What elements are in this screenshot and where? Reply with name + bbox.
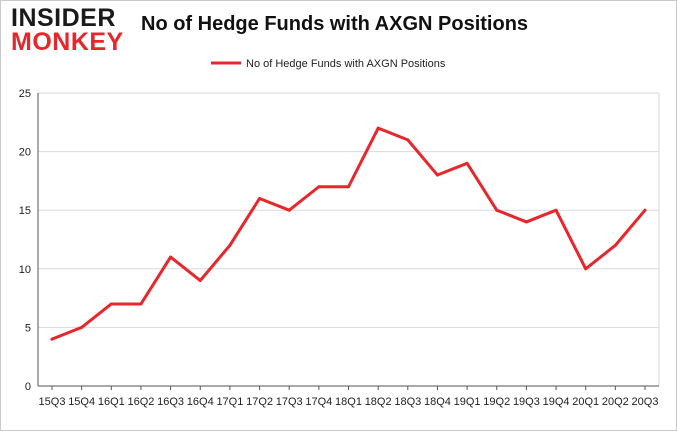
y-tick-label: 25: [19, 88, 31, 100]
data-point: [495, 208, 499, 212]
x-tick-label: 18Q2: [365, 396, 392, 408]
data-point: [584, 267, 588, 271]
data-point: [347, 185, 350, 189]
data-point: [406, 138, 410, 142]
x-tick-label: 18Q4: [424, 396, 451, 408]
data-point: [435, 173, 439, 177]
x-tick-label: 20Q1: [572, 396, 599, 408]
data-point: [139, 302, 143, 306]
data-point: [643, 208, 647, 212]
y-tick-label: 5: [25, 322, 31, 334]
data-point: [169, 255, 173, 259]
x-tick-label: 16Q4: [187, 396, 214, 408]
x-tick-label: 18Q1: [335, 396, 362, 408]
legend-label: No of Hedge Funds with AXGN Positions: [246, 58, 446, 70]
data-point: [50, 337, 54, 341]
data-point: [376, 126, 380, 130]
x-tick-label: 19Q1: [454, 396, 481, 408]
insider-monkey-logo: INSIDER MONKEY: [11, 5, 129, 55]
x-tick-label: 19Q3: [513, 396, 540, 408]
legend: No of Hedge Funds with AXGN Positions: [211, 58, 446, 70]
x-tick-label: 16Q3: [157, 396, 184, 408]
data-point: [524, 220, 528, 224]
y-tick-label: 15: [19, 205, 31, 217]
data-point: [317, 185, 321, 189]
chart-title: No of Hedge Funds with AXGN Positions: [141, 13, 529, 35]
data-point: [228, 243, 232, 247]
x-tick-label: 17Q4: [305, 396, 332, 408]
x-tick-label: 15Q3: [39, 396, 66, 408]
grid-layer: [38, 92, 660, 386]
data-point: [287, 208, 291, 212]
y-tick-label: 0: [25, 381, 31, 393]
x-tick-label: 17Q2: [246, 396, 273, 408]
x-tick-label: 19Q2: [483, 396, 510, 408]
data-point: [613, 243, 617, 247]
x-tick-label: 19Q4: [543, 396, 570, 408]
data-point: [109, 302, 113, 306]
x-tick-label: 17Q3: [276, 396, 303, 408]
data-point: [80, 325, 84, 329]
data-point: [198, 279, 202, 283]
y-tick-label: 10: [19, 264, 31, 276]
x-tick-label: 17Q1: [216, 396, 243, 408]
y-tick-label: 20: [19, 147, 31, 159]
data-point: [554, 208, 558, 212]
series-layer: [50, 126, 647, 341]
data-point: [258, 196, 262, 200]
x-tick-label: 15Q4: [68, 396, 95, 408]
x-tick-label: 16Q1: [98, 396, 125, 408]
series-line-0: [50, 126, 647, 341]
logo-line-2: MONKEY: [11, 28, 124, 56]
logo-line-1: INSIDER: [11, 4, 116, 32]
data-point: [465, 161, 469, 165]
x-tick-label: 16Q2: [127, 396, 154, 408]
x-tick-label: 18Q3: [394, 396, 421, 408]
x-tick-label: 20Q3: [632, 396, 659, 408]
x-tick-label: 20Q2: [602, 396, 629, 408]
